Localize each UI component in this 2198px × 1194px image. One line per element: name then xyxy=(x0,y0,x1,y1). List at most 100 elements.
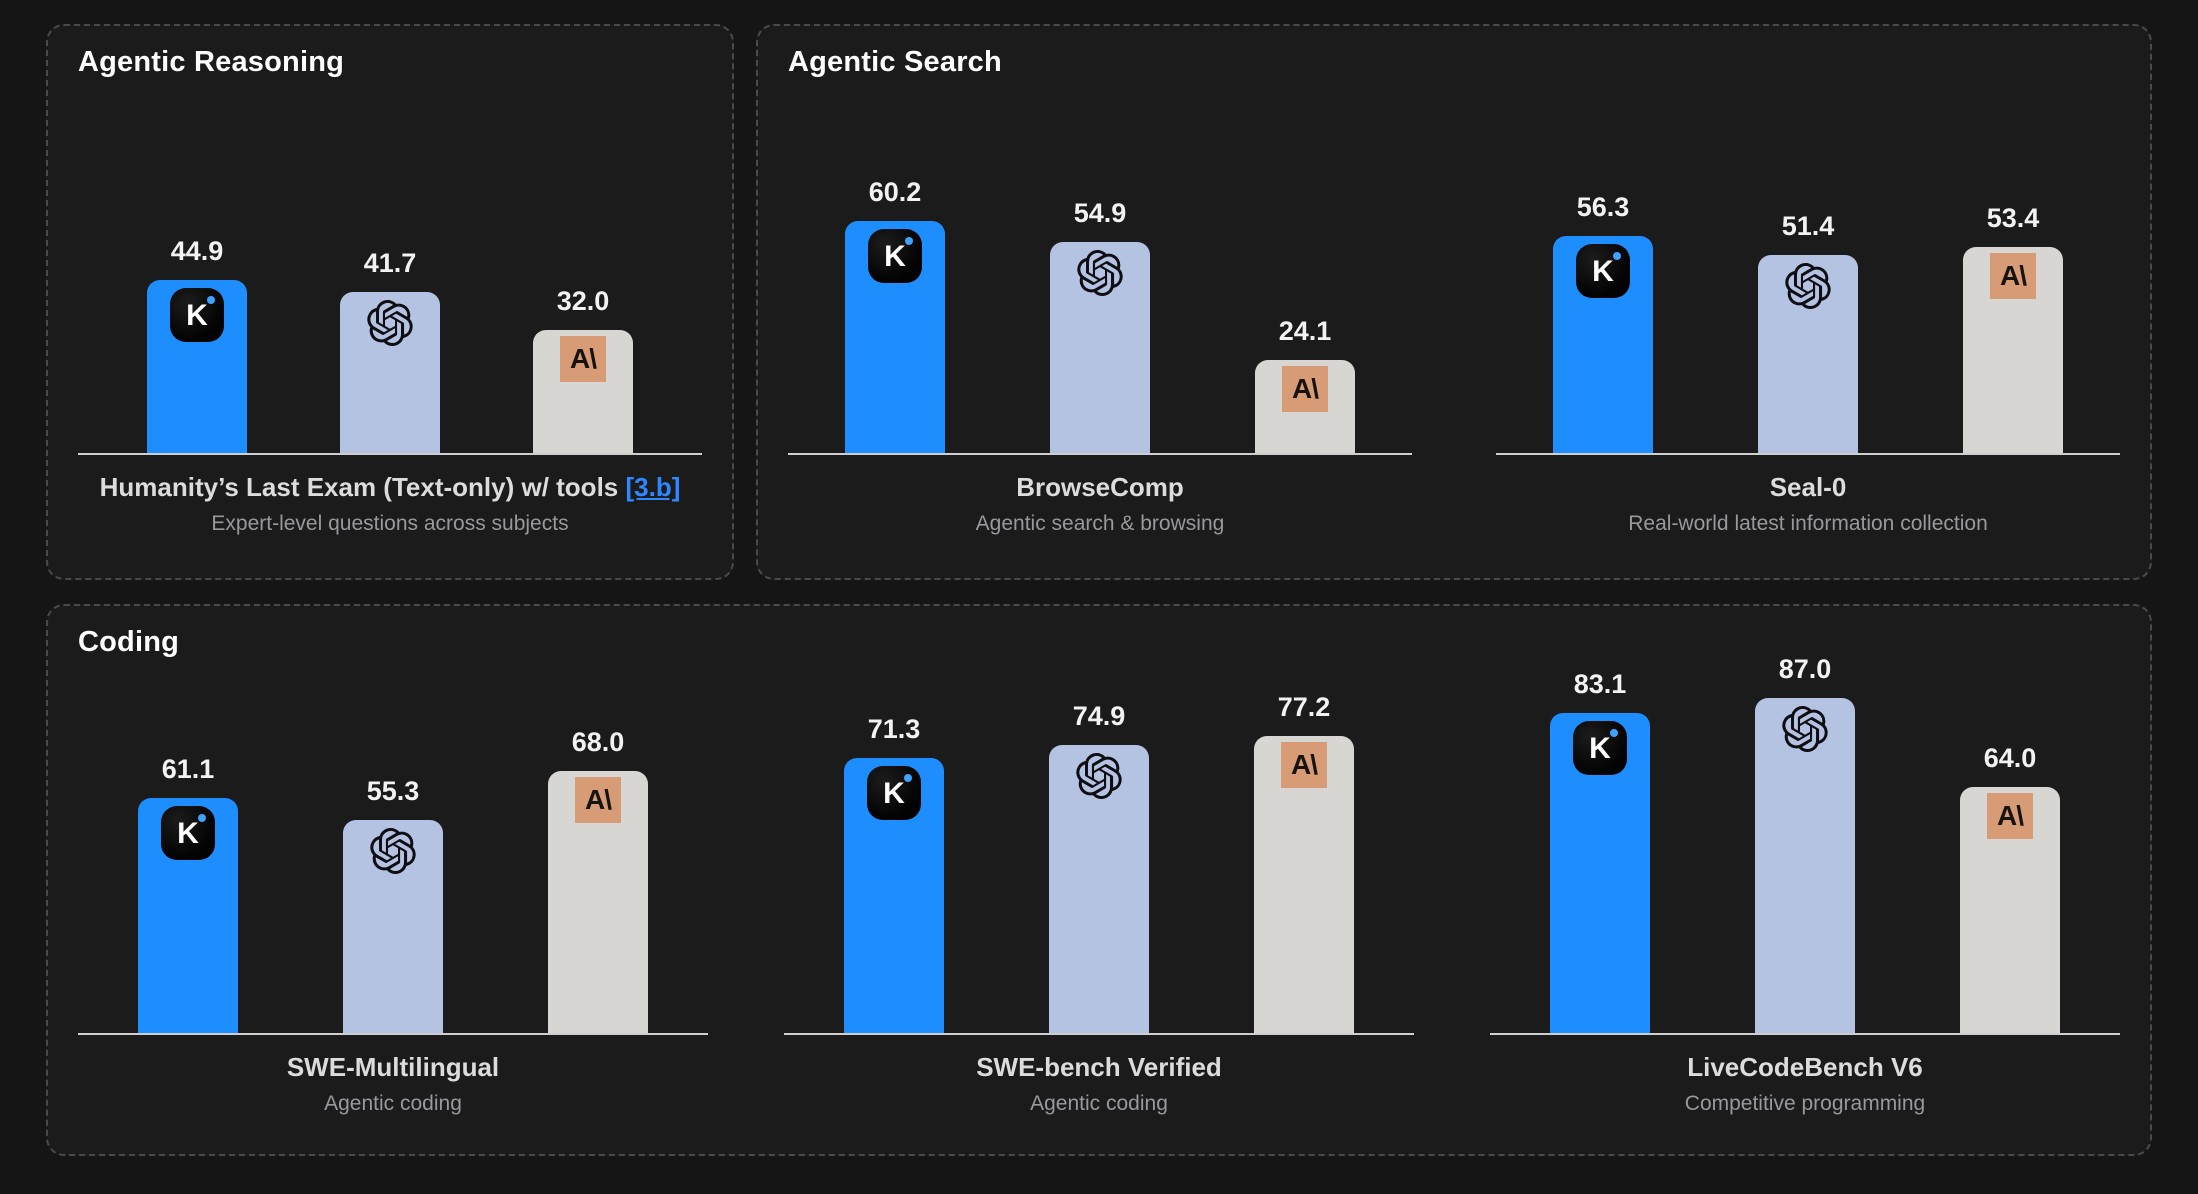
bar-openai: 54.9 xyxy=(1050,198,1150,453)
chart-humanitys-last-exam: 44.9 K 41.7 32.0 A\ Humanity’s xyxy=(78,88,702,537)
bar-value-label: 68.0 xyxy=(571,727,625,757)
benchmark-subtitle: Competitive programming xyxy=(1684,1092,1926,1115)
bar-anthropic: 53.4 A\ xyxy=(1963,203,2063,453)
bar-value-label: 83.1 xyxy=(1573,669,1627,699)
bar-value-label: 51.4 xyxy=(1781,211,1835,241)
anthropic-logo-icon: A\ xyxy=(1282,366,1328,412)
kimi-dot xyxy=(1613,252,1621,260)
openai-logo-icon xyxy=(1077,250,1123,296)
plot-area: 61.1 K 55.3 68.0 A\ xyxy=(78,668,708,1035)
kimi-dot xyxy=(1610,729,1618,737)
bar-anthropic: 77.2 A\ xyxy=(1254,692,1354,1033)
bar-openai: 51.4 xyxy=(1758,211,1858,453)
bar-value-label: 55.3 xyxy=(366,776,420,806)
benchmark-name: BrowseComp xyxy=(1016,472,1184,502)
kimi-dot xyxy=(198,814,206,822)
benchmark-name: SWE-Multilingual xyxy=(286,1052,500,1082)
benchmark-subtitle: Agentic coding xyxy=(324,1092,462,1115)
charts-row: 60.2 K 54.9 24.1 A\ BrowseComp xyxy=(788,88,2120,537)
panel-agentic-search: Agentic Search 60.2 K 54.9 24.1 xyxy=(756,24,2152,580)
panel-coding: Coding 61.1 K 55.3 68.0 xyxy=(46,604,2152,1156)
charts-row: 61.1 K 55.3 68.0 A\ SWE-Multil xyxy=(78,654,2120,1117)
bar-value-label: 87.0 xyxy=(1778,654,1832,684)
chart-caption: SWE-Multilingual Agentic coding xyxy=(78,1035,708,1117)
chart-swe-multilingual: 61.1 K 55.3 68.0 A\ SWE-Multil xyxy=(78,668,708,1117)
anthropic-logo-icon: A\ xyxy=(1281,742,1327,788)
kimi-dot xyxy=(904,774,912,782)
kimi-logo-icon: K xyxy=(868,229,922,283)
bar-kimi: 44.9 K xyxy=(147,236,247,453)
anthropic-logo-icon: A\ xyxy=(560,336,606,382)
bar-value-label: 54.9 xyxy=(1073,198,1127,228)
top-row: Agentic Reasoning 44.9 K 41.7 32.0 xyxy=(46,24,2152,580)
bar-value-label: 60.2 xyxy=(868,177,922,207)
bar-value-label: 74.9 xyxy=(1072,701,1126,731)
dashboard: Agentic Reasoning 44.9 K 41.7 32.0 xyxy=(46,24,2152,1156)
chart-caption: Seal-0 Real-world latest information col… xyxy=(1496,455,2120,537)
bar-anthropic: 64.0 A\ xyxy=(1960,743,2060,1033)
chart-caption: Humanity’s Last Exam (Text-only) w/ tool… xyxy=(78,455,702,537)
benchmark-name: LiveCodeBench V6 xyxy=(1687,1052,1923,1082)
bar-value-label: 41.7 xyxy=(363,248,417,278)
kimi-logo-icon: K xyxy=(867,766,921,820)
panel-title-coding: Coding xyxy=(78,626,180,658)
bar-anthropic: 24.1 A\ xyxy=(1255,316,1355,453)
benchmark-subtitle: Agentic coding xyxy=(1030,1092,1168,1115)
bottom-row: Coding 61.1 K 55.3 68.0 xyxy=(46,604,2152,1156)
bar-value-label: 53.4 xyxy=(1986,203,2040,233)
kimi-logo-icon: K xyxy=(170,288,224,342)
kimi-dot xyxy=(207,296,215,304)
bar-value-label: 71.3 xyxy=(867,714,921,744)
benchmark-subtitle: Real-world latest information collection xyxy=(1628,512,1988,535)
reference-link[interactable]: [3.b] xyxy=(625,472,681,502)
benchmark-name: Humanity’s Last Exam (Text-only) w/ tool… xyxy=(99,472,681,502)
chart-caption: SWE-bench Verified Agentic coding xyxy=(784,1035,1414,1117)
benchmark-name: SWE-bench Verified xyxy=(976,1052,1222,1082)
plot-area: 60.2 K 54.9 24.1 A\ xyxy=(788,88,1412,455)
openai-logo-icon xyxy=(1782,706,1828,752)
kimi-logo-icon: K xyxy=(1576,244,1630,298)
chart-browsecomp: 60.2 K 54.9 24.1 A\ BrowseComp xyxy=(788,88,1412,537)
plot-area: 44.9 K 41.7 32.0 A\ xyxy=(78,88,702,455)
openai-logo-icon xyxy=(367,300,413,346)
bar-value-label: 24.1 xyxy=(1278,316,1332,346)
chart-caption: BrowseComp Agentic search & browsing xyxy=(788,455,1412,537)
bar-kimi: 60.2 K xyxy=(845,177,945,453)
openai-logo-icon xyxy=(1785,263,1831,309)
plot-area: 71.3 K 74.9 77.2 A\ xyxy=(784,668,1414,1035)
chart-swe-bench-verified: 71.3 K 74.9 77.2 A\ SWE-bench xyxy=(784,668,1414,1117)
panel-title-agentic-reasoning: Agentic Reasoning xyxy=(78,46,345,78)
charts-row: 44.9 K 41.7 32.0 A\ Humanity’s xyxy=(78,88,702,537)
bar-openai: 74.9 xyxy=(1049,701,1149,1033)
anthropic-logo-icon: A\ xyxy=(1987,793,2033,839)
bar-value-label: 64.0 xyxy=(1983,743,2037,773)
benchmark-subtitle: Expert-level questions across subjects xyxy=(211,512,569,535)
benchmark-name: Seal-0 xyxy=(1769,472,1847,502)
kimi-dot xyxy=(905,237,913,245)
plot-area: 83.1 K 87.0 64.0 A\ xyxy=(1490,654,2120,1035)
anthropic-logo-icon: A\ xyxy=(1990,253,2036,299)
benchmark-subtitle: Agentic search & browsing xyxy=(975,512,1225,535)
panel-title-agentic-search: Agentic Search xyxy=(788,46,1002,78)
bar-openai: 41.7 xyxy=(340,248,440,453)
kimi-logo-icon: K xyxy=(1573,721,1627,775)
bar-value-label: 56.3 xyxy=(1576,192,1630,222)
bar-value-label: 61.1 xyxy=(161,754,215,784)
bar-kimi: 83.1 K xyxy=(1550,669,1650,1033)
kimi-logo-icon: K xyxy=(161,806,215,860)
openai-logo-icon xyxy=(1076,753,1122,799)
bar-value-label: 77.2 xyxy=(1277,692,1331,722)
chart-seal-0: 56.3 K 51.4 53.4 A\ Seal-0 xyxy=(1496,88,2120,537)
chart-caption: LiveCodeBench V6 Competitive programming xyxy=(1490,1035,2120,1117)
bar-openai: 55.3 xyxy=(343,776,443,1033)
bar-kimi: 61.1 K xyxy=(138,754,238,1033)
bar-kimi: 56.3 K xyxy=(1553,192,1653,453)
chart-livecodebench-v6: 83.1 K 87.0 64.0 A\ LiveCodeBe xyxy=(1490,654,2120,1117)
bar-value-label: 44.9 xyxy=(170,236,224,266)
bar-openai: 87.0 xyxy=(1755,654,1855,1033)
panel-agentic-reasoning: Agentic Reasoning 44.9 K 41.7 32.0 xyxy=(46,24,734,580)
openai-logo-icon xyxy=(370,828,416,874)
bar-kimi: 71.3 K xyxy=(844,714,944,1033)
bar-anthropic: 32.0 A\ xyxy=(533,286,633,453)
plot-area: 56.3 K 51.4 53.4 A\ xyxy=(1496,88,2120,455)
